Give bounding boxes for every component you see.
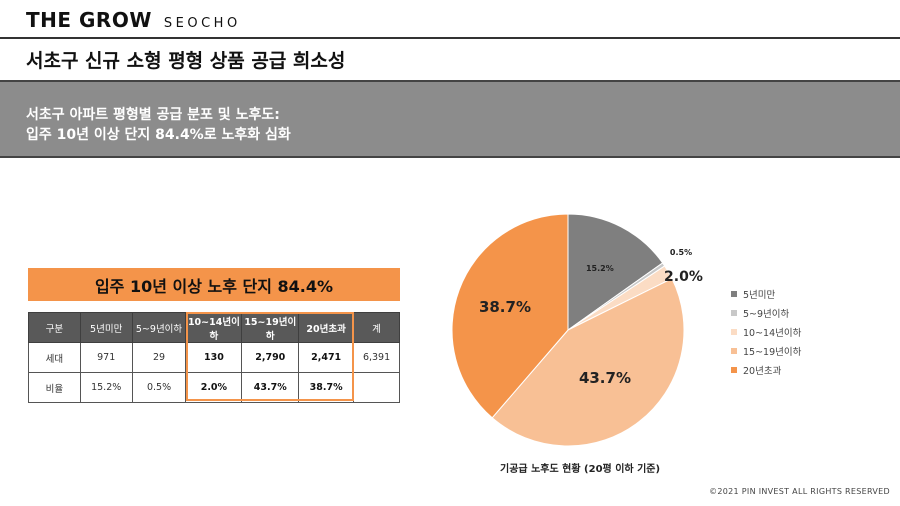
chart-caption: 기공급 노후도 현황 (20평 이하 기준) — [500, 464, 661, 475]
legend-label: 15~19년이하 — [743, 346, 802, 358]
table-cell: 38.7% — [298, 372, 355, 403]
table-cell: 0.5% — [131, 372, 187, 403]
legend-label: 20년초과 — [743, 365, 782, 377]
legend-item: 15~19년이하 — [731, 341, 801, 360]
chart-legend: 5년미만 5~9년이하 10~14년이하 15~19년이하 20년초과 — [731, 284, 801, 379]
table-cell: 15.2% — [79, 372, 133, 403]
pie-label-10-14년이하: 2.0% — [664, 269, 703, 286]
legend-swatch — [731, 366, 737, 373]
legend-swatch — [731, 290, 737, 297]
table-row: 비율 15.2% 0.5% 2.0% 43.7% 38.7% — [28, 372, 400, 403]
table-header-cell: 15~19년이하 — [241, 312, 300, 343]
table-header-cell: 10~14년이하 — [185, 312, 243, 343]
table-cell: 43.7% — [241, 372, 300, 403]
banner-line-2: 입주 10년 이상 단지 84.4%로 노후화 심화 — [26, 127, 291, 143]
table-cell: 6,391 — [353, 342, 400, 373]
legend-item: 5년미만 — [731, 284, 801, 303]
table-cell: 130 — [185, 342, 243, 373]
legend-swatch — [731, 347, 737, 354]
legend-label: 5~9년이하 — [743, 308, 790, 320]
legend-swatch — [731, 309, 737, 316]
table-header-cell: 계 — [353, 312, 400, 343]
table-header-cell: 5년미만 — [79, 312, 133, 343]
table-cell: 2.0% — [185, 372, 243, 403]
table-cell: 29 — [131, 342, 187, 373]
page-title: 서초구 신규 소형 평형 상품 공급 희소성 — [26, 50, 346, 72]
pie-slice-20년초과 — [451, 213, 569, 419]
table-cell: 2,790 — [241, 342, 300, 373]
pie-label-5년미만: 15.2% — [585, 263, 614, 273]
banner-line-1: 서초구 아파트 평형별 공급 분포 및 노후도: — [26, 107, 280, 123]
legend-swatch — [731, 328, 737, 335]
table-header-cell: 20년초과 — [298, 312, 355, 343]
table-cell: 세대 — [28, 342, 81, 373]
table-cell: 비율 — [28, 372, 81, 403]
table-cell: 971 — [79, 342, 133, 373]
aging-pie-chart — [451, 213, 685, 447]
table-cell: 2,471 — [298, 342, 355, 373]
brand-subtitle: SEOCHO — [163, 16, 241, 31]
table-header-cell: 구분 — [28, 312, 81, 343]
brand-logo: THE GROW SEOCHO — [26, 8, 241, 34]
header-divider — [0, 37, 900, 39]
pie-label-15-19년이하: 43.7% — [578, 368, 631, 387]
legend-item: 10~14년이하 — [731, 322, 801, 341]
copyright-text: ©2021 PIN INVEST ALL RIGHTS RESERVED — [709, 487, 890, 496]
summary-banner: 서초구 아파트 평형별 공급 분포 및 노후도: 입주 10년 이상 단지 84… — [0, 80, 900, 158]
legend-item: 20년초과 — [731, 360, 801, 379]
pie-slice-15-19년이하 — [491, 277, 685, 447]
pie-label-20년초과: 38.7% — [478, 297, 531, 316]
pie-label-5-9년이하: 0.5% — [669, 248, 693, 258]
brand-name: THE GROW — [26, 8, 152, 32]
legend-label: 5년미만 — [743, 289, 776, 301]
table-header-cell: 5~9년이하 — [131, 312, 187, 343]
pie-slice-5년미만 — [567, 213, 664, 331]
table-row: 세대 971 29 130 2,790 2,471 6,391 — [28, 342, 400, 373]
callout-box: 입주 10년 이상 노후 단지 84.4% — [28, 268, 400, 301]
legend-item: 5~9년이하 — [731, 303, 801, 322]
table-header-row: 구분 5년미만 5~9년이하 10~14년이하 15~19년이하 20년초과 계 — [28, 312, 400, 343]
supply-table: 구분 5년미만 5~9년이하 10~14년이하 15~19년이하 20년초과 계… — [28, 312, 400, 403]
legend-label: 10~14년이하 — [743, 327, 802, 339]
table-cell — [353, 372, 400, 403]
